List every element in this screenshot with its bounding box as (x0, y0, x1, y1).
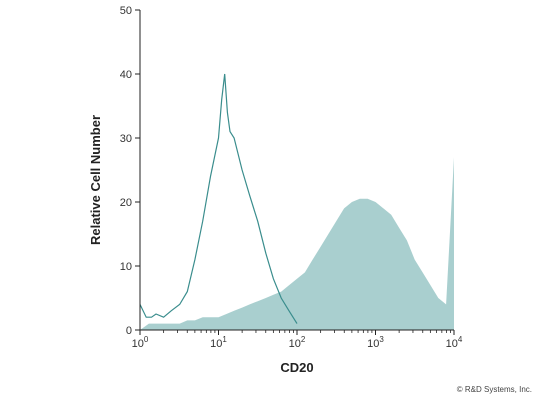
plot-area (139, 73, 454, 330)
x-axis-title: CD20 (280, 360, 313, 375)
y-tick-label: 50 (120, 5, 132, 17)
y-tick-label: 10 (120, 261, 132, 273)
y-axis-title: Relative Cell Number (88, 115, 103, 245)
y-tick-label: 40 (120, 69, 132, 81)
x-tick-label: 104 (446, 335, 463, 350)
x-tick-label: 103 (367, 335, 384, 350)
histogram-filled-series (140, 157, 454, 330)
y-tick-label: 20 (120, 197, 132, 209)
copyright-notice: © R&D Systems, Inc. (456, 385, 532, 394)
axes: 0 10 20 30 40 50 100 101 102 103 104 (120, 5, 463, 350)
histogram-outline-series (139, 73, 298, 324)
y-tick-label: 0 (126, 325, 132, 337)
x-tick-label: 100 (132, 335, 149, 350)
x-tick-label: 102 (289, 335, 306, 350)
y-tick-label: 30 (120, 133, 132, 145)
x-tick-label: 101 (210, 335, 227, 350)
